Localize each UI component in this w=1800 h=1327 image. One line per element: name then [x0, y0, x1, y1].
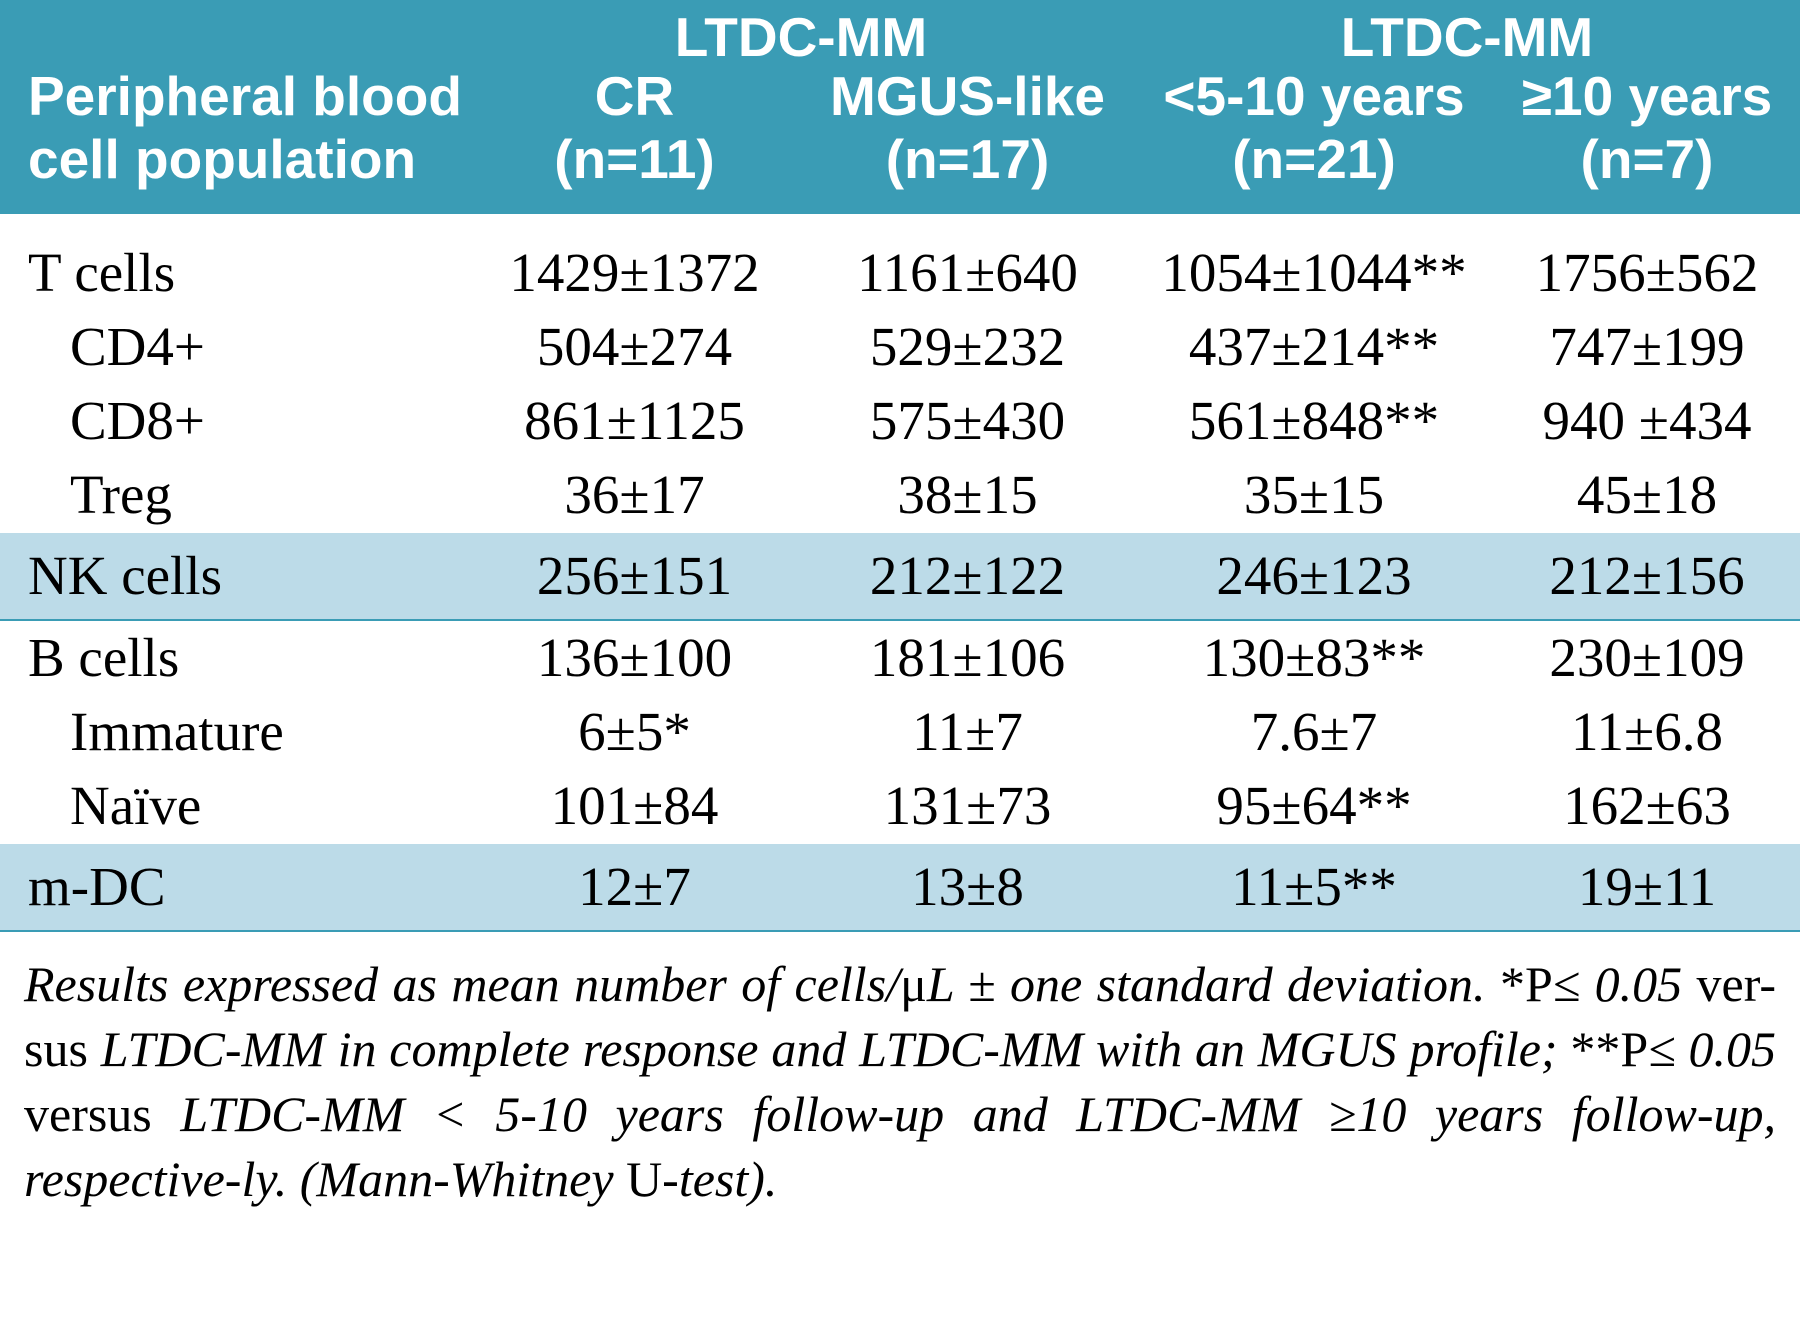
cell: 7.6±7	[1134, 695, 1494, 769]
cell: 212±122	[801, 533, 1134, 620]
row-label: m-DC	[0, 844, 468, 931]
row-label: Naïve	[0, 769, 468, 843]
cell: 35±15	[1134, 458, 1494, 532]
cell: 6±5*	[468, 695, 801, 769]
cell: 12±7	[468, 844, 801, 931]
row-label: B cells	[0, 620, 468, 695]
header-group-2: LTDC-MM	[1134, 0, 1800, 65]
cell: 11±6.8	[1494, 695, 1800, 769]
row-label: CD4+	[0, 310, 468, 384]
cell: 940 ±434	[1494, 384, 1800, 458]
table-row: Naïve101±84131±7395±64**162±63	[0, 769, 1800, 843]
header-rowhead-line1: Peripheral blood	[28, 65, 462, 127]
row-label: NK cells	[0, 533, 468, 620]
table-row: T cells1429±13721161±6401054±1044**1756±…	[0, 236, 1800, 310]
table-figure: Peripheral blood cell population LTDC-MM…	[0, 0, 1800, 1222]
table-row: Immature6±5*11±77.6±711±6.8	[0, 695, 1800, 769]
cell: 11±5**	[1134, 844, 1494, 931]
data-table: Peripheral blood cell population LTDC-MM…	[0, 0, 1800, 932]
cell: 747±199	[1494, 310, 1800, 384]
table-row: B cells136±100181±106130±83**230±109	[0, 620, 1800, 695]
cell: 504±274	[468, 310, 801, 384]
cell: 11±7	[801, 695, 1134, 769]
cell: 861±1125	[468, 384, 801, 458]
header-sub-4: ≥10 years (n=7)	[1494, 65, 1800, 214]
table-row: NK cells256±151212±122246±123212±156	[0, 533, 1800, 620]
header-sub-2: MGUS-like (n=17)	[801, 65, 1134, 214]
cell: 1429±1372	[468, 236, 801, 310]
cell: 101±84	[468, 769, 801, 843]
row-label: T cells	[0, 236, 468, 310]
cell: 246±123	[1134, 533, 1494, 620]
cell: 19±11	[1494, 844, 1800, 931]
cell: 45±18	[1494, 458, 1800, 532]
row-label: Treg	[0, 458, 468, 532]
header-sub-1: CR (n=11)	[468, 65, 801, 214]
cell: 1161±640	[801, 236, 1134, 310]
header-sub-3: <5-10 years (n=21)	[1134, 65, 1494, 214]
cell: 13±8	[801, 844, 1134, 931]
cell: 38±15	[801, 458, 1134, 532]
cell: 212±156	[1494, 533, 1800, 620]
cell: 529±232	[801, 310, 1134, 384]
cell: 162±63	[1494, 769, 1800, 843]
row-label: Immature	[0, 695, 468, 769]
cell: 1054±1044**	[1134, 236, 1494, 310]
table-row: CD8+861±1125575±430561±848**940 ±434	[0, 384, 1800, 458]
cell: 561±848**	[1134, 384, 1494, 458]
table-row: Treg36±1738±1535±1545±18	[0, 458, 1800, 532]
table-row: m-DC12±713±811±5**19±11	[0, 844, 1800, 931]
cell: 1756±562	[1494, 236, 1800, 310]
cell: 230±109	[1494, 620, 1800, 695]
cell: 575±430	[801, 384, 1134, 458]
cell: 95±64**	[1134, 769, 1494, 843]
cell: 36±17	[468, 458, 801, 532]
cell: 437±214**	[1134, 310, 1494, 384]
table-header: Peripheral blood cell population LTDC-MM…	[0, 0, 1800, 214]
table-body: T cells1429±13721161±6401054±1044**1756±…	[0, 214, 1800, 931]
cell: 131±73	[801, 769, 1134, 843]
row-label: CD8+	[0, 384, 468, 458]
header-rowhead-line2: cell population	[28, 128, 416, 190]
header-rowhead: Peripheral blood cell population	[0, 0, 468, 214]
cell: 181±106	[801, 620, 1134, 695]
table-caption: Results expressed as mean number of cell…	[0, 932, 1800, 1222]
table-row: CD4+504±274529±232437±214**747±199	[0, 310, 1800, 384]
cell: 136±100	[468, 620, 801, 695]
cell: 256±151	[468, 533, 801, 620]
cell: 130±83**	[1134, 620, 1494, 695]
header-group-1: LTDC-MM	[468, 0, 1134, 65]
